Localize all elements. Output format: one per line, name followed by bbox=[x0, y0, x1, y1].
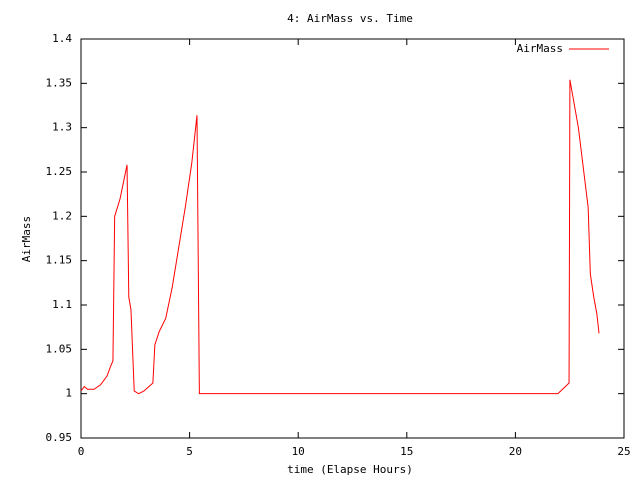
y-tick-label: 0.95 bbox=[46, 431, 73, 444]
plot-border bbox=[80, 38, 625, 439]
y-tick-label: 1.2 bbox=[52, 209, 72, 222]
y-tick-label: 1.35 bbox=[46, 76, 73, 89]
y-axis-label: AirMass bbox=[20, 216, 33, 262]
x-tick-label: 15 bbox=[400, 445, 413, 458]
chart-title: 4: AirMass vs. Time bbox=[287, 12, 413, 25]
y-tick-label: 1.1 bbox=[52, 298, 72, 311]
y-tick-label: 1.05 bbox=[46, 342, 73, 355]
y-tick-label: 1.4 bbox=[52, 32, 72, 45]
x-tick-label: 25 bbox=[617, 445, 630, 458]
x-tick-label: 20 bbox=[509, 445, 522, 458]
y-tick-label: 1.3 bbox=[52, 121, 72, 134]
x-tick-label: 0 bbox=[78, 445, 85, 458]
legend-label: AirMass bbox=[517, 42, 563, 55]
data-line bbox=[80, 79, 600, 395]
y-tick-label: 1.15 bbox=[46, 254, 73, 267]
y-tick-label: 1 bbox=[65, 387, 72, 400]
x-tick-label: 10 bbox=[292, 445, 305, 458]
y-tick-label: 1.25 bbox=[46, 165, 73, 178]
x-axis-label: time (Elapse Hours) bbox=[287, 463, 413, 476]
x-tick-label: 5 bbox=[186, 445, 193, 458]
